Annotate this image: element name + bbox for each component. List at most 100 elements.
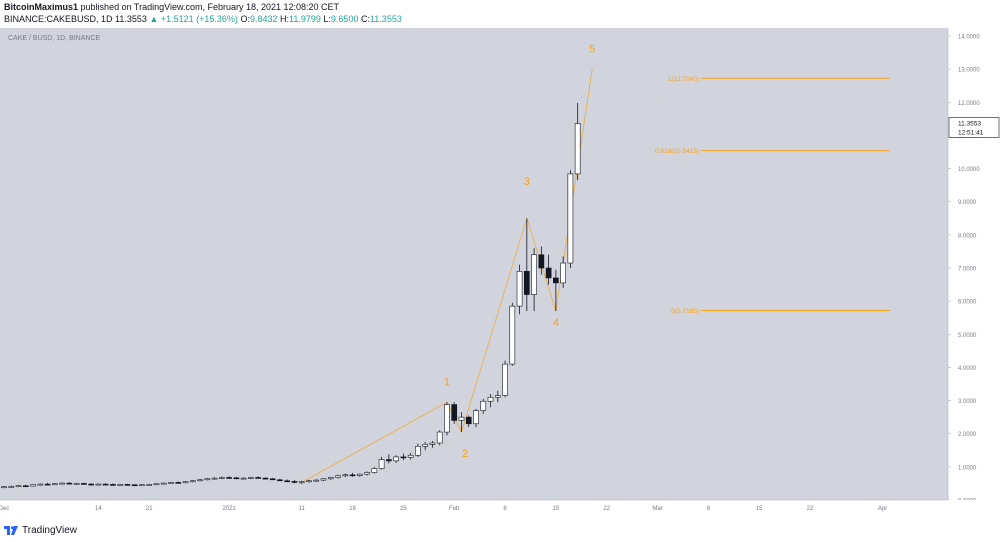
author-name[interactable]: BitcoinMaximus1 [4, 2, 79, 12]
candle [560, 256, 566, 288]
candle [160, 482, 167, 485]
candle-body [480, 400, 487, 411]
low-value: 9.6500 [330, 14, 359, 24]
candle-body [298, 481, 305, 484]
candle [102, 483, 109, 486]
candle [415, 443, 421, 457]
close-label: C: [360, 14, 370, 24]
time-tick-label: 21 [146, 506, 153, 512]
candle [298, 480, 305, 485]
candle-body [494, 395, 501, 398]
candle-body [465, 416, 472, 425]
time-tick-label: Dec [0, 506, 9, 512]
candle-body [168, 482, 174, 484]
candle-body [248, 477, 254, 479]
candle [407, 452, 414, 460]
candle [131, 484, 138, 487]
candle [523, 218, 530, 312]
candle-body [291, 481, 298, 483]
candle-body [553, 277, 559, 284]
tradingview-brand: TradingView [22, 525, 78, 536]
candle [378, 456, 385, 470]
candle-body [110, 484, 116, 486]
candle-body [88, 483, 94, 486]
candle [494, 390, 501, 403]
candle-body [436, 431, 443, 444]
candle [574, 102, 581, 181]
candle [567, 170, 574, 268]
candle-body [444, 404, 450, 433]
candle [37, 483, 44, 486]
candlestick-chart[interactable]: CAKE / BUSD, 1D, BINANCE 0.00001.00002.0… [0, 28, 1000, 515]
candle [226, 476, 232, 479]
candle [30, 484, 36, 487]
candle-body [378, 459, 385, 469]
candle [487, 393, 494, 408]
price-tick-label: 14.0000 [958, 35, 980, 41]
candle-body [66, 482, 73, 485]
price-up-arrow-icon: ▲ [149, 14, 159, 24]
candle [153, 483, 160, 486]
candle [349, 472, 356, 477]
candle-body [211, 477, 218, 480]
candle-body [364, 472, 370, 475]
candle-body [131, 484, 138, 487]
last-price-tag: 11.3553 12:51:41 [948, 117, 1000, 138]
price-tick-label: 13.0000 [958, 68, 980, 74]
candle-body [175, 482, 182, 484]
candle-body [153, 483, 160, 486]
wave-label: 3 [524, 176, 530, 188]
candle-body [407, 454, 414, 458]
time-tick-label: 14 [95, 506, 102, 512]
candle [400, 453, 407, 461]
candle [393, 455, 399, 463]
wave-label: 4 [553, 317, 559, 329]
candle [168, 481, 174, 484]
candle [458, 412, 465, 433]
candle [284, 479, 291, 483]
time-tick-label: Mar [652, 506, 662, 512]
time-tick-label: 2021 [222, 506, 236, 512]
candle-body [487, 396, 494, 402]
candle-body [509, 305, 516, 365]
candle-body [502, 363, 508, 396]
candle-body [313, 479, 320, 482]
high-label: H: [280, 14, 290, 24]
time-axis-bg [0, 500, 1000, 515]
candle [248, 476, 254, 480]
candle-body [44, 483, 51, 486]
candle [66, 482, 73, 485]
candle [51, 483, 58, 486]
time-tick-label: 18 [349, 506, 356, 512]
chart-area[interactable]: CAKE / BUSD, 1D, BINANCE 0.00001.00002.0… [0, 28, 1000, 515]
chart-header: BitcoinMaximus1 published on TradingView… [0, 0, 1000, 30]
candle-body [30, 484, 36, 487]
candle-body [327, 477, 334, 480]
tradingview-logo[interactable]: TradingView [4, 525, 77, 536]
candle [233, 476, 240, 480]
candle-body [523, 271, 530, 295]
candle [255, 476, 261, 479]
candle-body [567, 173, 574, 264]
candle [73, 482, 80, 485]
candle [356, 473, 363, 477]
candle [8, 485, 15, 488]
candle [175, 481, 182, 484]
price-tick-label: 5.0000 [958, 333, 977, 339]
candle [516, 264, 523, 315]
time-axis[interactable]: Dec 14 21 2021 11 18 25 Feb 8 15 22 Mar 8 15 22 Apr [0, 499, 1000, 515]
price-axis[interactable]: 0.00001.00002.00003.00004.00005.00006.00… [947, 28, 1000, 515]
wave-labels: 1 2 3 4 5 [444, 44, 595, 460]
candle [189, 480, 196, 483]
candle [386, 454, 392, 464]
time-tick-label: 8 [707, 506, 711, 512]
price-axis-bg [948, 28, 1000, 515]
candles [1, 102, 581, 489]
candle [277, 478, 283, 482]
candle [1, 486, 7, 489]
countdown-label: 12:51:41 [958, 129, 984, 136]
candle-body [240, 477, 247, 480]
candle [320, 478, 327, 482]
candle [371, 466, 378, 474]
price-tick-label: 7.0000 [958, 267, 977, 273]
